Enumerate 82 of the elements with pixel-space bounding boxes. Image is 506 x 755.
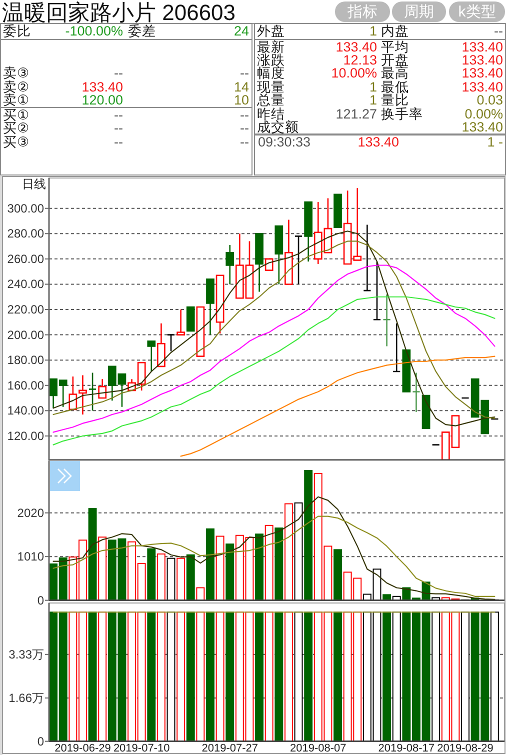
y-tick-label: 1.66万 [8, 690, 44, 705]
text: 1 [369, 24, 377, 38]
x-tick-label: 2019-07-27 [202, 742, 258, 754]
text: 幅度 [257, 66, 285, 80]
text: 10 [234, 92, 249, 108]
text: 133.40 [462, 40, 503, 54]
text: 133.40 [358, 134, 399, 150]
text: 133.40 [462, 120, 503, 134]
text: 买③ [3, 134, 30, 150]
y-tick-label: 180.00 [7, 353, 44, 368]
text: 卖① [3, 92, 30, 108]
text: 温暖回家路小片 206603 [2, 0, 236, 25]
text: 内盘 [381, 24, 409, 38]
x-tick-label: 2019-07-10 [113, 742, 170, 754]
y-tick-label: 280.00 [7, 226, 44, 241]
text: -- [240, 120, 249, 136]
text: 平均 [381, 40, 409, 54]
x-tick-label: 2019-08-07 [290, 742, 346, 754]
y-tick-label: 160.00 [7, 378, 44, 392]
text: 买① [3, 108, 30, 122]
y-tick-label: 240.00 [7, 277, 44, 292]
text: 133.40 [462, 52, 503, 68]
text: -- [240, 108, 249, 122]
text: 换手率 [381, 106, 423, 122]
y-tick-label: 3.33万 [8, 647, 44, 662]
text: 昨结 [257, 106, 285, 122]
text: 涨跌 [257, 52, 285, 68]
y-tick-label: 0 [37, 593, 44, 608]
y-tick-label: 220.00 [7, 302, 44, 317]
text: 周期 [404, 4, 434, 20]
text: 1 [369, 80, 377, 94]
text: -- [494, 24, 503, 38]
text: -- [240, 66, 249, 80]
y-tick-label: 120.00 [7, 428, 44, 443]
text: k类型 [458, 4, 496, 20]
y-tick-label: 2020 [17, 506, 44, 520]
text: 外盘 [257, 24, 285, 38]
text: 10.00% [331, 66, 377, 80]
text: -- [114, 66, 123, 80]
text: 最低 [381, 80, 409, 94]
y-tick-label: 260.00 [7, 252, 44, 266]
text: 委差 [128, 24, 156, 38]
x-tick-label: 2019-08-17 [378, 742, 435, 754]
text: 0.03 [476, 92, 503, 108]
text: 14 [234, 80, 250, 94]
text: -- [240, 134, 249, 150]
y-tick-label: 0 [37, 734, 44, 748]
text: -- [114, 120, 123, 136]
x-tick-label: 2019-06-29 [54, 742, 111, 754]
y-tick-label: 300.00 [7, 201, 44, 216]
text: 133.40 [462, 80, 503, 94]
text: 总量 [256, 92, 285, 108]
text: 09:30:33 [258, 134, 311, 150]
text: 买② [3, 120, 30, 136]
x-tick-label: 2019-08-29 [437, 742, 494, 754]
text: 最高 [381, 66, 409, 80]
text: 最新 [257, 40, 285, 54]
text: 133.40 [336, 40, 377, 54]
text: 卖③ [3, 66, 30, 80]
text: 1 [369, 92, 377, 108]
text: 开盘 [381, 52, 409, 68]
text: 120.00 [82, 92, 123, 108]
y-tick-label: 1010 [17, 550, 44, 564]
text: 成交额 [257, 120, 299, 134]
text: 0.00% [464, 106, 503, 122]
text: 24 [234, 24, 250, 38]
text: 现量 [257, 80, 285, 94]
text: 指标 [346, 4, 378, 20]
text: -100.00% [65, 24, 123, 38]
text: -- [114, 108, 123, 122]
chart-title: 日线 [22, 177, 46, 191]
text: 133.40 [462, 66, 503, 80]
text: -- [114, 134, 123, 150]
text: 卖② [3, 80, 30, 94]
text: 1 - [487, 134, 503, 150]
y-tick-label: 200.00 [7, 328, 44, 342]
text: 12.13 [343, 52, 377, 68]
text: 133.40 [82, 80, 123, 94]
text: 委比 [3, 24, 31, 38]
text: 121.27 [336, 106, 377, 122]
y-tick-label: 140.00 [7, 404, 44, 418]
text: 量比 [381, 92, 409, 108]
